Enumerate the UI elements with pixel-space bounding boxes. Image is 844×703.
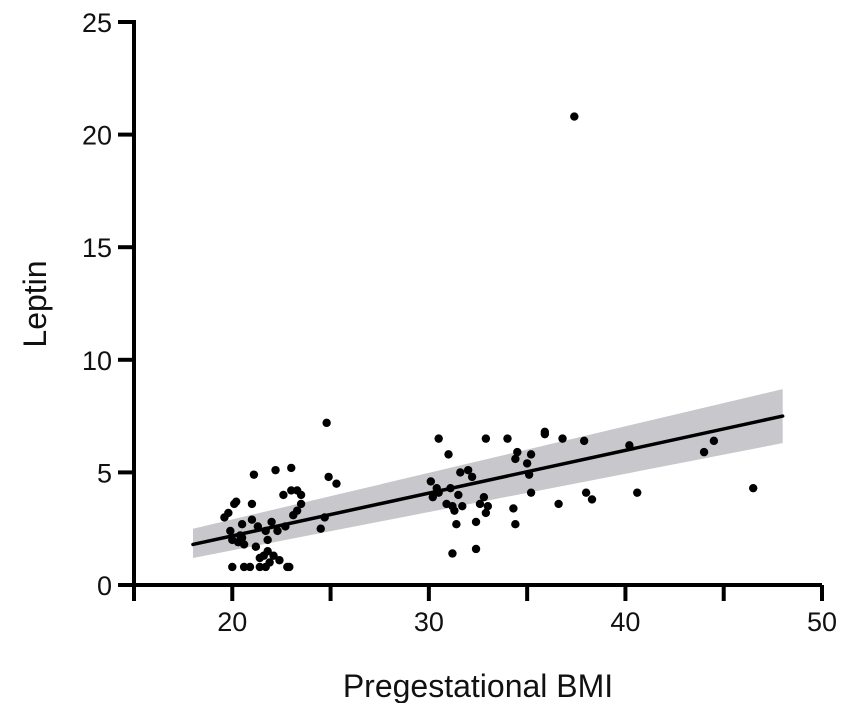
data-point — [540, 427, 550, 437]
x-tick-label: 40 — [610, 607, 640, 637]
data-point — [228, 562, 237, 572]
data-point — [237, 519, 247, 529]
data-point — [524, 470, 534, 479]
data-point — [511, 454, 520, 464]
data-point — [454, 490, 463, 500]
data-point — [267, 517, 276, 527]
data-point — [320, 513, 329, 522]
data-point — [332, 479, 341, 488]
data-point — [450, 506, 459, 515]
data-point — [224, 508, 233, 518]
data-point — [247, 499, 257, 509]
data-point — [511, 519, 520, 529]
data-point — [226, 526, 235, 536]
data-point — [281, 522, 290, 531]
data-points — [220, 112, 758, 572]
data-point — [245, 562, 255, 572]
data-point — [554, 499, 563, 509]
data-point — [463, 465, 473, 475]
confidence-band — [192, 389, 783, 558]
axes — [118, 20, 824, 601]
x-tick-label: 50 — [807, 607, 837, 637]
data-point — [273, 526, 282, 536]
data-point — [471, 544, 481, 554]
data-point — [296, 490, 306, 500]
data-point — [269, 551, 278, 560]
data-point — [249, 470, 259, 479]
data-point — [458, 501, 467, 511]
confidence-band-layer — [192, 389, 783, 558]
data-point — [570, 112, 579, 121]
data-point — [471, 517, 481, 527]
data-point — [452, 519, 461, 529]
data-point — [479, 492, 489, 502]
y-tick-label: 20 — [82, 121, 112, 151]
data-point — [265, 558, 274, 567]
data-point — [232, 497, 241, 506]
data-point — [481, 508, 491, 518]
data-point — [428, 492, 437, 502]
data-point — [709, 436, 719, 446]
data-point — [522, 459, 532, 468]
y-axis-title: Leptin — [17, 260, 53, 347]
data-point — [251, 542, 261, 551]
y-tick-label: 5 — [97, 458, 112, 488]
data-point — [579, 436, 589, 446]
data-point — [587, 495, 597, 504]
data-point — [275, 556, 284, 565]
data-point — [316, 524, 325, 533]
data-point — [448, 549, 457, 558]
data-point — [324, 472, 333, 482]
data-point — [287, 486, 296, 495]
data-point — [625, 441, 634, 450]
data-point — [699, 447, 709, 457]
data-point — [456, 468, 465, 477]
x-tick-label: 30 — [414, 607, 444, 637]
data-point — [526, 450, 536, 459]
data-point — [279, 490, 288, 500]
y-tick-label: 25 — [82, 8, 112, 38]
data-point — [271, 465, 280, 475]
y-tick-label: 15 — [82, 233, 112, 263]
data-point — [239, 562, 249, 572]
data-point — [483, 501, 493, 511]
data-point — [526, 488, 536, 497]
data-point — [434, 434, 443, 443]
data-point — [749, 483, 758, 493]
data-point — [287, 463, 296, 473]
y-tick-label: 0 — [97, 571, 112, 601]
data-point — [292, 506, 302, 515]
x-axis-title: Pregestational BMI — [343, 668, 613, 703]
data-point — [261, 526, 270, 536]
data-point — [509, 504, 518, 513]
data-point — [239, 540, 249, 549]
data-point — [481, 434, 491, 443]
tick-labels: 0 5 10 15 20 25 20 30 40 50 — [82, 8, 837, 637]
data-point — [253, 522, 263, 531]
data-point — [581, 488, 591, 497]
data-point — [426, 477, 436, 486]
data-point — [503, 434, 512, 443]
data-point — [237, 533, 247, 542]
fit-line-layer — [191, 414, 785, 547]
x-tick-label: 20 — [217, 607, 247, 637]
data-point — [263, 535, 272, 545]
data-point — [475, 499, 485, 509]
y-tick-label: 10 — [82, 346, 112, 376]
data-point — [633, 488, 642, 497]
data-point — [322, 418, 331, 428]
data-point — [296, 499, 306, 509]
data-point — [255, 562, 265, 572]
data-point — [467, 472, 477, 482]
data-point — [444, 450, 453, 459]
data-point — [285, 562, 294, 572]
data-point — [434, 488, 443, 497]
regression-line — [191, 414, 785, 547]
data-point — [446, 483, 455, 493]
data-point — [558, 434, 567, 443]
data-point — [263, 547, 272, 556]
data-point — [513, 447, 522, 457]
data-point — [247, 515, 257, 524]
